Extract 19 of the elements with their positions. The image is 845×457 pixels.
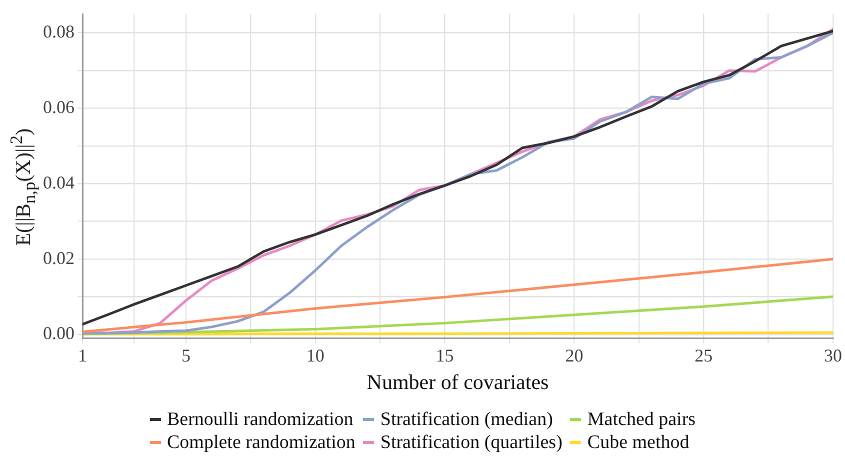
x-tick-label: 10 (306, 346, 324, 366)
x-tick-label: 5 (182, 346, 191, 366)
x-tick-label: 1 (78, 346, 87, 366)
x-axis-title: Number of covariates (366, 370, 549, 394)
x-tick-label: 25 (694, 346, 713, 366)
x-tick-label: 20 (565, 346, 584, 366)
legend-label: Cube method (587, 431, 690, 454)
y-tick-label: 0.06 (43, 96, 74, 117)
legend-label: Matched pairs (587, 408, 696, 431)
legend-label: Stratification (median) (380, 408, 553, 431)
legend-label: Stratification (quartiles) (380, 431, 562, 454)
y-tick-label: 0.02 (43, 248, 74, 268)
legend-label: Bernoulli randomization (167, 408, 354, 431)
legend-label: Complete randomization (167, 431, 356, 454)
x-tick-label: 15 (436, 346, 454, 366)
y-tick-label: 0.04 (43, 172, 74, 192)
x-tick-label: 30 (824, 346, 842, 366)
y-tick-label: 0.00 (43, 323, 74, 344)
y-tick-label: 0.08 (43, 22, 74, 42)
